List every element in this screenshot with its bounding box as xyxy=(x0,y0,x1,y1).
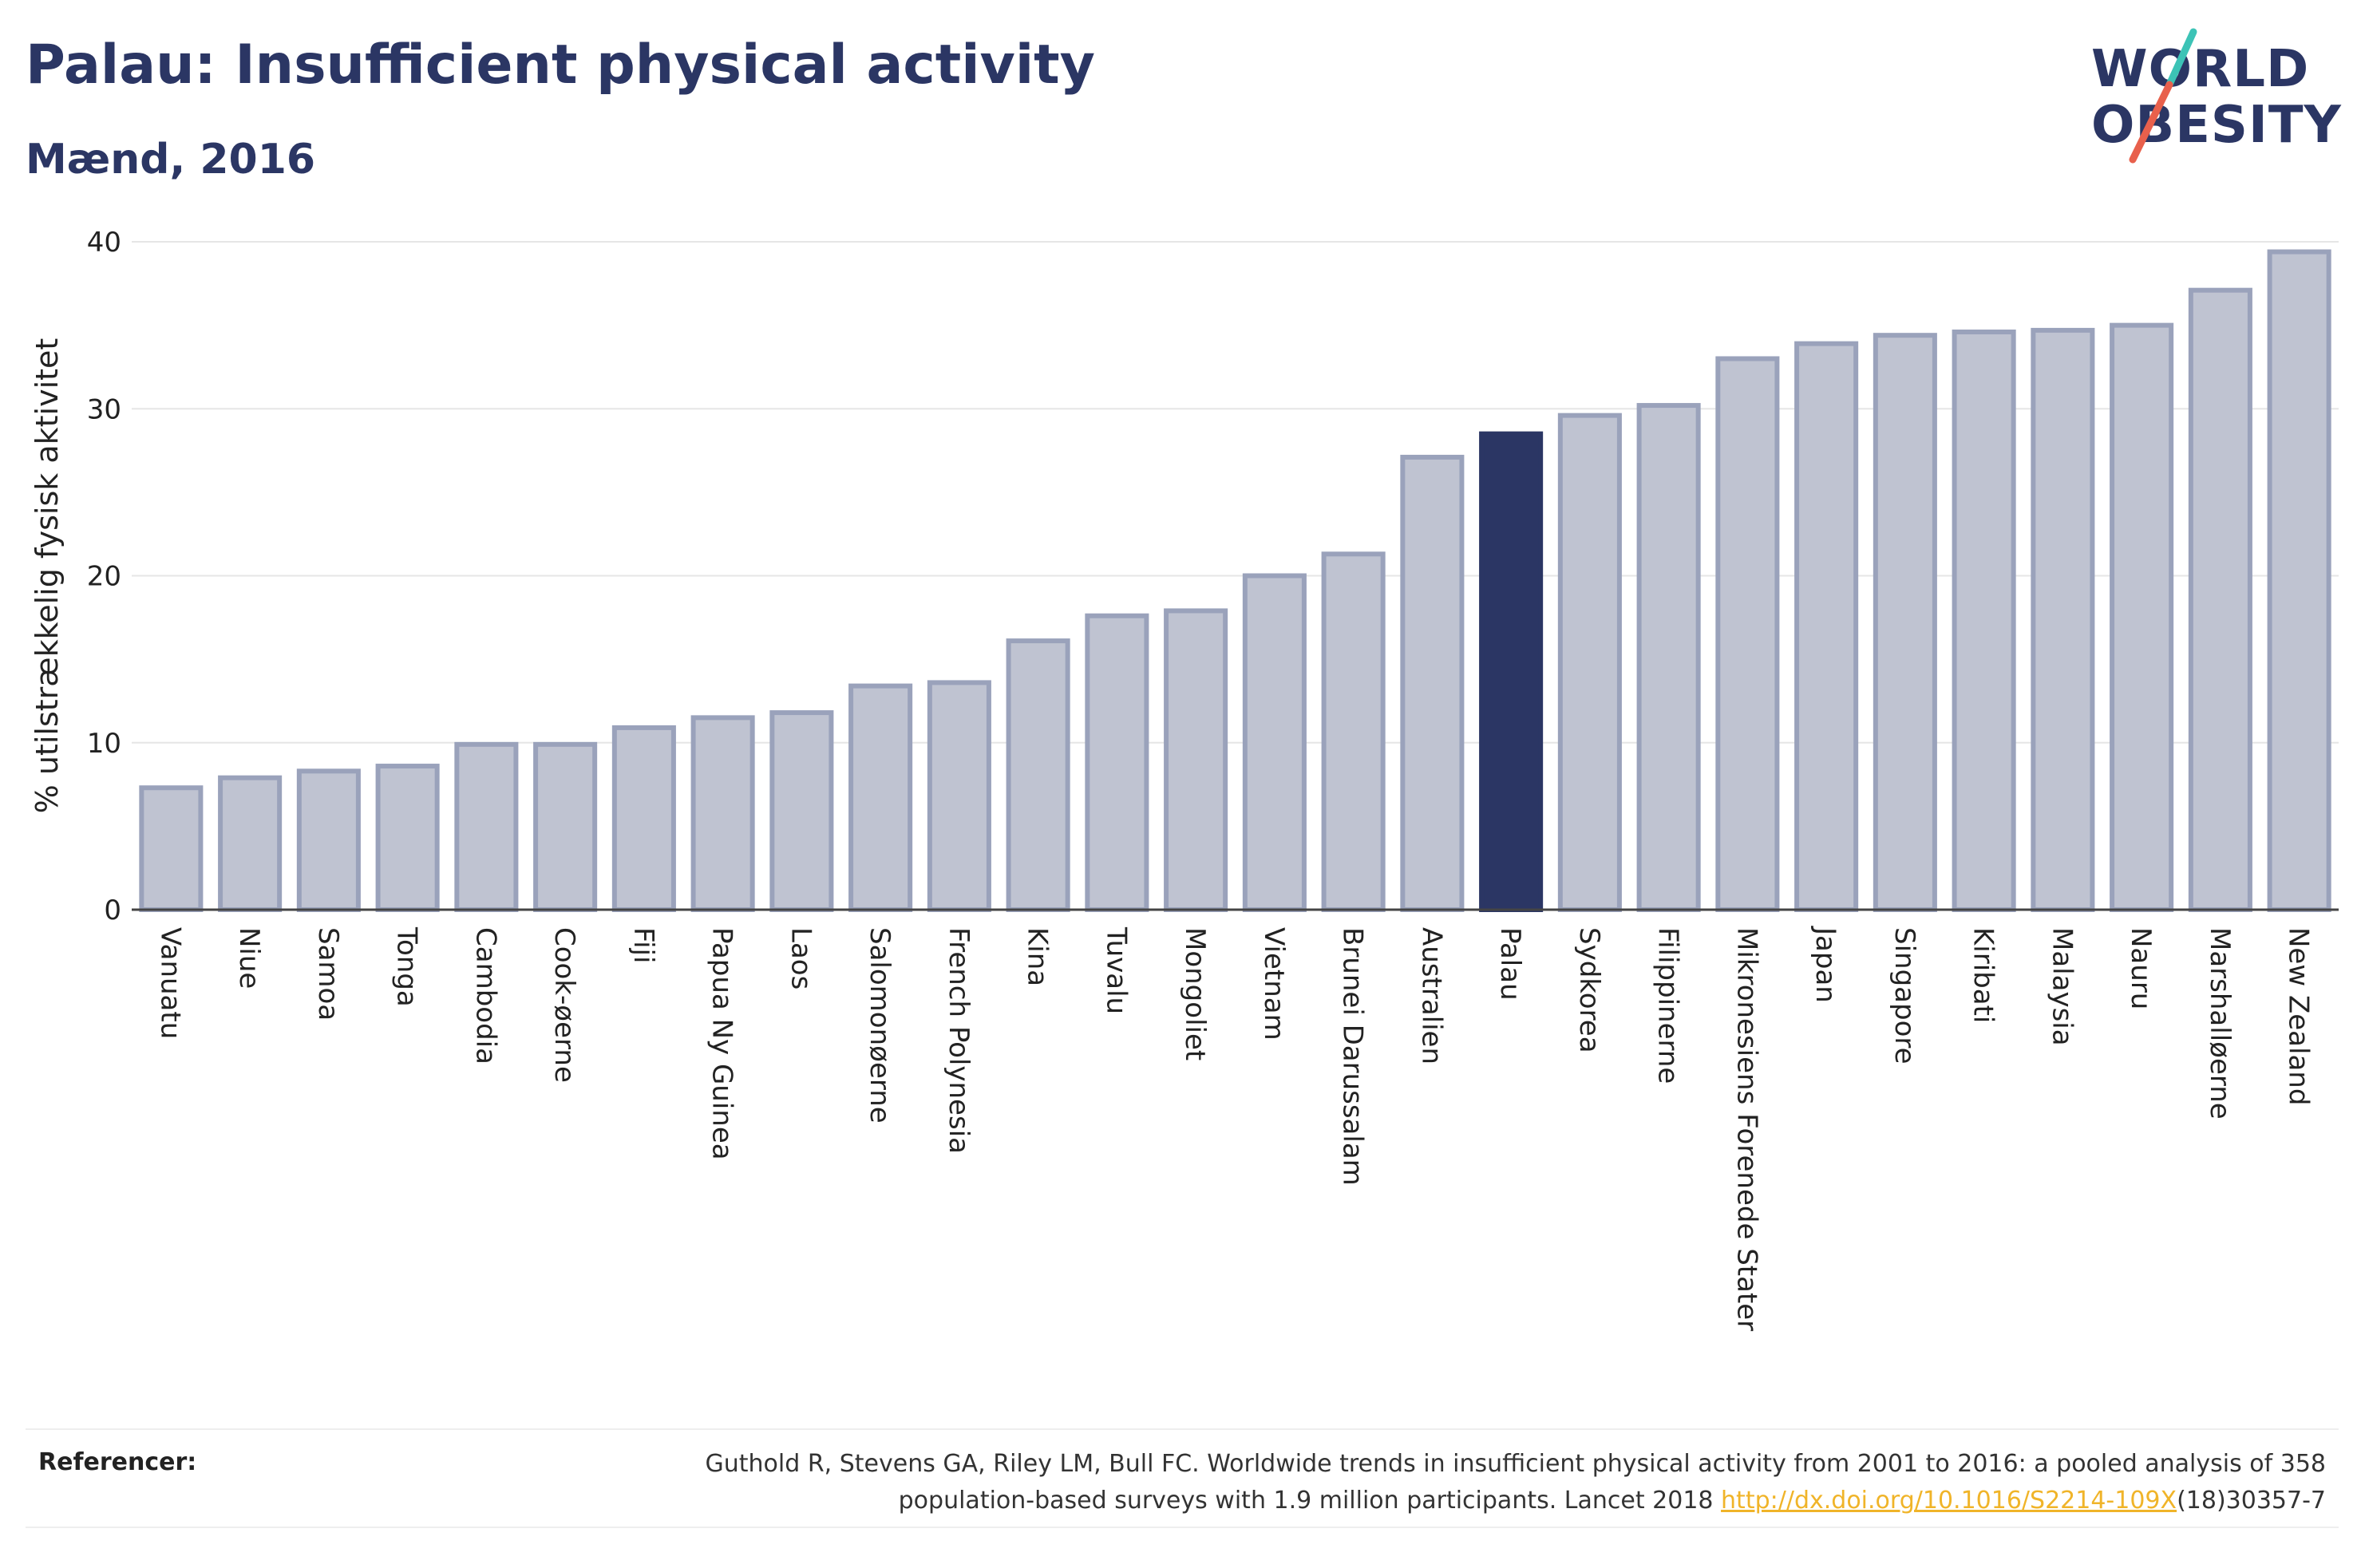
bar xyxy=(1715,356,1780,913)
bar xyxy=(1557,413,1622,912)
x-tick-label: Mikronesiens Forenede Stater xyxy=(1730,927,1762,1331)
bar xyxy=(139,785,204,912)
y-tick-label: 30 xyxy=(87,393,121,425)
x-tick-label: Cook-øerne xyxy=(548,927,580,1083)
x-tick-label: Fiji xyxy=(627,927,659,963)
bar xyxy=(2267,249,2331,912)
bar xyxy=(1085,613,1149,912)
bar xyxy=(375,764,440,912)
bar-highlight xyxy=(1479,431,1544,912)
x-tick-label: Brunei Darussalam xyxy=(1337,927,1369,1186)
bar xyxy=(2188,287,2252,912)
reference-doi-link[interactable]: http://dx.doi.org/10.1016/S2214-109X xyxy=(1721,1487,2177,1515)
x-tick-label: Japan xyxy=(1809,926,1841,1003)
bar xyxy=(2031,327,2095,912)
footer-divider-bottom xyxy=(26,1527,2339,1528)
bar xyxy=(1006,638,1070,912)
reference-line-2-prefix: population-based surveys with 1.9 millio… xyxy=(898,1487,1722,1515)
chart-title: Palau: Insufficient physical activity xyxy=(26,34,1095,97)
bar xyxy=(1242,573,1307,912)
bar xyxy=(1794,341,1859,912)
x-tick-label: Cambodia xyxy=(469,927,501,1064)
reference-line-1: Guthold R, Stevens GA, Riley LM, Bull FC… xyxy=(705,1450,2326,1478)
x-tick-label: Kiribati xyxy=(1968,927,1999,1023)
x-tick-label: Salomonøerne xyxy=(864,927,896,1124)
x-tick-label: Niue xyxy=(233,927,265,989)
x-tick-label: Filippinerne xyxy=(1652,927,1684,1084)
bar xyxy=(533,741,598,913)
bar xyxy=(769,710,834,913)
reference-text: Guthold R, Stevens GA, Riley LM, Bull FC… xyxy=(490,1446,2326,1519)
x-tick-label: Nauru xyxy=(2125,927,2157,1009)
y-axis-label: % utilstrækkelig fysisk aktivitet xyxy=(30,338,65,814)
chart-subtitle: Mænd, 2016 xyxy=(26,136,316,184)
y-tick-label: 40 xyxy=(87,227,121,259)
x-tick-label: Sydkorea xyxy=(1573,927,1605,1053)
x-tick-label: Marshalløerne xyxy=(2204,927,2236,1120)
bar xyxy=(2110,322,2174,912)
reference-line-2-suffix: (18)30357-7 xyxy=(2177,1487,2326,1515)
logo-line-world: WORLD xyxy=(2091,40,2310,99)
y-tick-label: 10 xyxy=(87,728,121,760)
x-tick-label: Palau xyxy=(1494,927,1526,1001)
x-tick-label: Laos xyxy=(785,927,817,989)
x-tick-label: Tuvalu xyxy=(1100,926,1132,1014)
x-tick-label: Vietnam xyxy=(1258,927,1290,1041)
bar xyxy=(1164,608,1228,912)
x-tick-label: Mongoliet xyxy=(1179,927,1211,1060)
reference-line-2: population-based surveys with 1.9 millio… xyxy=(490,1483,2326,1519)
x-tick-label: Kina xyxy=(1022,927,1054,986)
x-tick-label: New Zealand xyxy=(2283,927,2315,1105)
bar xyxy=(1636,403,1701,912)
x-tick-label: Samoa xyxy=(312,927,344,1021)
bar xyxy=(218,775,283,912)
bar xyxy=(296,768,361,913)
x-tick-label: Singapore xyxy=(1888,927,1920,1064)
bar xyxy=(690,715,755,912)
bar xyxy=(848,683,913,912)
bar xyxy=(1952,329,2016,912)
bar xyxy=(1321,551,1386,912)
world-obesity-logo: WORLD OBESITY xyxy=(2075,24,2347,168)
logo-slash-icon xyxy=(2129,28,2197,164)
bar xyxy=(927,680,991,912)
bar xyxy=(454,741,519,913)
x-tick-label: Malaysia xyxy=(2046,927,2078,1046)
bar xyxy=(1873,333,1937,912)
x-tick-label: Papua Ny Guinea xyxy=(706,927,738,1160)
y-tick-label: 20 xyxy=(87,561,121,593)
x-tick-label: Tonga xyxy=(391,926,423,1007)
x-tick-label: French Polynesia xyxy=(943,927,975,1154)
footer-divider-top xyxy=(26,1428,2339,1430)
bar-chart: 0 10 20 30 40 % utilstrækkelig fysisk aktivit… xyxy=(30,227,2339,1331)
references-label: Referencer: xyxy=(38,1448,197,1476)
x-tick-label: Australien xyxy=(1415,927,1447,1064)
logo-line-obesity: OBESITY xyxy=(2091,96,2342,155)
x-tick-label: Vanuatu xyxy=(154,927,186,1039)
y-tick-label: 0 xyxy=(104,895,121,926)
bar xyxy=(611,725,676,912)
bar xyxy=(1400,454,1465,912)
